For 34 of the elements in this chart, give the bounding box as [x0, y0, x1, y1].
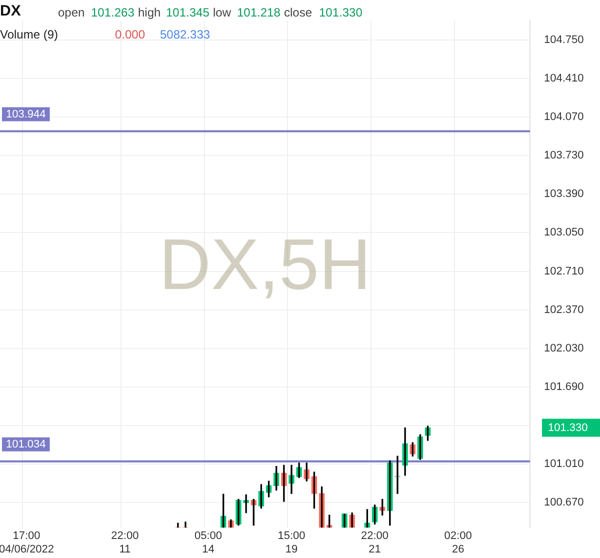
annotation: 0.000	[115, 27, 146, 42]
y-tick-label: 102.030	[544, 342, 584, 354]
chart-title: DX	[0, 2, 21, 20]
y-tick-label: 101.690	[544, 380, 584, 393]
y-tick-label: 102.370	[544, 304, 584, 316]
x-tick-label: 05:00 14	[194, 530, 222, 556]
x-tick-label: 15:00 19	[278, 530, 306, 556]
ref-line-label: 103.944	[6, 108, 46, 120]
y-tick-label: 103.390	[544, 188, 584, 200]
text: open	[58, 5, 85, 20]
y-tick-label: 103.730	[544, 150, 584, 162]
text: high	[138, 5, 161, 20]
y-tick-label: 102.710	[544, 265, 584, 278]
y-tick-label: 104.070	[544, 111, 584, 124]
x-tick-label: 22:00 21	[361, 530, 389, 556]
annotation: Volume (9)	[0, 27, 58, 42]
candlestick	[342, 514, 348, 528]
y-tick-label: 100.670	[544, 496, 584, 509]
text: 101.263	[91, 5, 135, 20]
text: close	[284, 5, 312, 20]
text: 101.330	[548, 422, 588, 434]
annotation: 5082.333	[160, 27, 210, 42]
y-tick-label: 104.750	[544, 34, 584, 46]
x-tick-label: 02:00 26	[444, 530, 472, 556]
x-tick-label: 22:00 11	[111, 530, 139, 556]
ref-line-label: 101.034	[6, 438, 46, 450]
y-tick-label: 103.050	[544, 226, 584, 239]
text: 101.345	[166, 5, 210, 20]
y-tick-label: 101.010	[544, 458, 584, 470]
text: low	[213, 5, 232, 20]
y-tick-label: 104.410	[544, 72, 584, 84]
text: 101.218	[237, 5, 281, 20]
text: 101.330	[319, 5, 363, 20]
annotation: DX,5H	[158, 224, 372, 305]
